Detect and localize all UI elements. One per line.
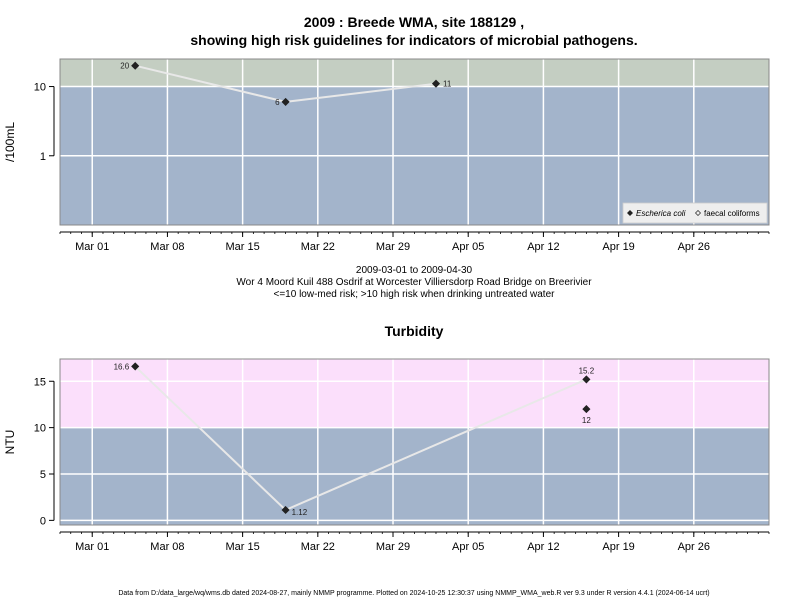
ecoli-legend-box [622, 202, 768, 224]
turbidity-y-tick-label: 10 [34, 423, 46, 435]
turbidity-band-low [60, 427, 769, 525]
ecoli-legend-label: Escherica coli [636, 209, 686, 218]
turbidity-point [131, 362, 140, 371]
caption-site: Wor 4 Moord Kuil 488 Osdrif at Worcester… [236, 277, 592, 288]
turbidity-chart: Mar 01 Mar 08 Mar 15 Mar 22 Mar 29 Apr 05 Apr … [34, 358, 770, 553]
turbidity-series-line [134, 365, 287, 511]
chart2-title: Turbidity [385, 323, 444, 339]
ecoli-band-high [60, 59, 769, 87]
ecoli-y-tick-label: 10 [34, 82, 46, 94]
turbidity-data-label: 15.2 [579, 366, 595, 375]
ecoli-x-tick-label: Mar 08 [150, 241, 184, 253]
turbidity-data-label: 1.12 [292, 508, 308, 517]
ecoli-legend-label: faecal coliforms [704, 209, 760, 218]
turbidity-x-tick-label: Apr 26 [678, 541, 710, 553]
turbidity-y-tick-label: 0 [40, 515, 46, 527]
ecoli-y-tick-label: 1 [40, 151, 46, 163]
turbidity-band-high [60, 359, 769, 428]
turbidity-y-tick-label: 5 [40, 469, 46, 481]
ecoli-x-tick-label: Apr 05 [452, 241, 484, 253]
turbidity-series-line [285, 378, 587, 511]
turbidity-x-tick-label: Mar 08 [150, 541, 184, 553]
turbidity-point [281, 505, 290, 515]
ecoli-x-tick-label: Mar 29 [376, 241, 410, 253]
turbidity-x-tick-label: Mar 01 [75, 541, 109, 553]
footer-note: Data from D:/data_large/wq/wms.db dated … [118, 590, 709, 597]
ecoli-frame [59, 58, 770, 226]
turbidity-x-tick-label: Mar 22 [301, 541, 335, 553]
ecoli-series-line [134, 64, 286, 103]
turbidity-x-tick-label: Apr 12 [527, 541, 559, 553]
ecoli-x-tick-label: Apr 26 [678, 241, 710, 253]
ecoli-data-label: 11 [443, 80, 452, 89]
ecoli-x-tick-label: Mar 01 [75, 241, 109, 253]
turbidity-point [582, 405, 591, 414]
turbidity-y-tick-label: 15 [34, 376, 46, 388]
turbidity-x-tick-label: Mar 29 [376, 541, 410, 553]
turbidity-x-tick-label: Apr 05 [452, 541, 484, 553]
turbidity-data-label: 12 [582, 416, 591, 425]
ecoli-x-tick-label: Mar 22 [301, 241, 335, 253]
ecoli-point [131, 61, 140, 70]
ecoli-data-label: 20 [120, 62, 129, 71]
caption-risk: <=10 low-med risk; >10 high risk when dr… [274, 289, 556, 300]
ecoli-series-line [285, 82, 437, 103]
ecoli-legend-marker [627, 210, 633, 216]
ecoli-point [431, 79, 441, 88]
chart2-ylabel: NTU [3, 430, 17, 455]
ecoli-chart: Mar 01 Mar 08 Mar 15 Mar 22 Mar 29 Apr 05 Apr … [34, 58, 770, 253]
turbidity-x-tick-label: Apr 19 [602, 541, 634, 553]
chart1-ylabel: /100mL [3, 122, 17, 162]
ecoli-x-tick-label: Mar 15 [225, 241, 259, 253]
turbidity-data-label: 16.6 [114, 362, 130, 371]
caption-date-range: 2009-03-01 to 2009-04-30 [356, 265, 473, 276]
turbidity-x-tick-label: Mar 15 [225, 541, 259, 553]
ecoli-x-tick-label: Apr 12 [527, 241, 559, 253]
turbidity-point [582, 375, 591, 384]
chart1-title: 2009 : Breede WMA, site 188129 , [304, 14, 524, 30]
ecoli-x-tick-label: Apr 19 [602, 241, 634, 253]
ecoli-legend-marker [695, 210, 701, 216]
chart1-subtitle: showing high risk guidelines for indicat… [190, 32, 637, 48]
turbidity-frame [59, 358, 770, 526]
ecoli-data-label: 6 [275, 98, 280, 107]
ecoli-point [281, 97, 290, 106]
